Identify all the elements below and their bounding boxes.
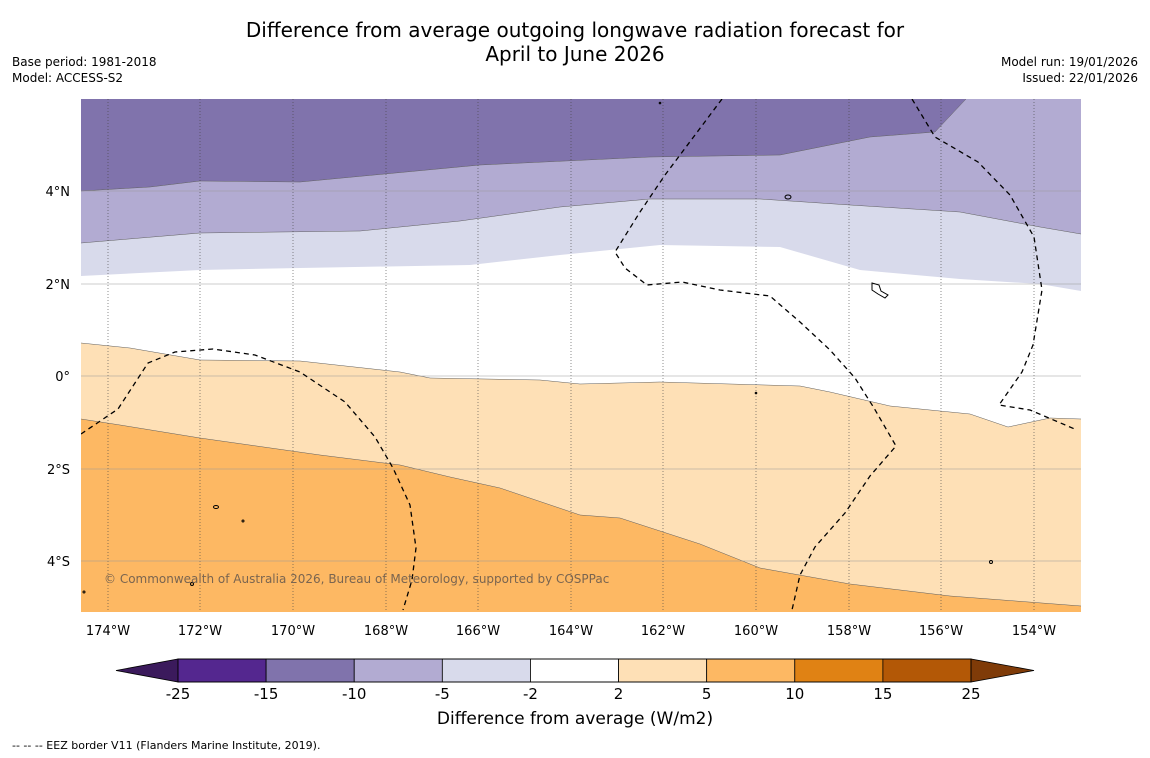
- lon-label: 174°W: [86, 624, 130, 639]
- colorbar-title: Difference from average (W/m2): [436, 709, 714, 729]
- colorbar-tick-labels: -25 -15 -10 -5 -2 2 5 10 15 25: [166, 685, 981, 700]
- colorbar-cell: [882, 658, 972, 683]
- colorbar-cells: [177, 658, 972, 683]
- title-line-1: Difference from average outgoing longwav…: [245, 18, 905, 42]
- colorbar-arrow-low: [115, 658, 179, 683]
- colorbar-cell: [353, 658, 443, 683]
- colorbar-tick-label: -10: [342, 685, 367, 700]
- lat-label: 2°S: [47, 463, 70, 478]
- lon-label: 166°W: [456, 624, 500, 639]
- lat-label: 2°N: [46, 278, 71, 293]
- lat-label: 0°: [55, 370, 70, 385]
- island-marker: [241, 519, 245, 523]
- colorbar-cell: [530, 658, 619, 683]
- eez-border-west: [81, 348, 417, 611]
- island-marker: [989, 560, 993, 564]
- colorbar-tick-label: 25: [961, 685, 980, 700]
- islands: [82, 101, 993, 594]
- colorbar-frame: [177, 658, 972, 683]
- colorbar-cell: [177, 658, 267, 683]
- lon-label: 156°W: [919, 624, 963, 639]
- copyright-text: © Commonwealth of Australia 2026, Bureau…: [104, 572, 609, 586]
- eez-borders: [81, 99, 1078, 611]
- model-label: Model: ACCESS-S2: [12, 71, 124, 85]
- colorbar: -25 -15 -10 -5 -2 2 5 10 15 25: [115, 658, 1035, 700]
- title-line-2: April to June 2026: [485, 42, 665, 66]
- lon-label: 158°W: [827, 624, 871, 639]
- lon-label: 160°W: [734, 624, 778, 639]
- lat-label: 4°S: [47, 555, 70, 570]
- island-marker: [871, 282, 889, 299]
- island-marker: [213, 505, 219, 509]
- parallel-lines: [81, 190, 1081, 562]
- colorbar-tick-label: 5: [702, 685, 712, 700]
- lon-label: 162°W: [641, 624, 685, 639]
- lon-label: 154°W: [1012, 624, 1056, 639]
- longitude-labels: 174°W 172°W 170°W 168°W 166°W 164°W 162°…: [86, 624, 1056, 639]
- colorbar-tick-label: 2: [614, 685, 624, 700]
- map-figure: © Commonwealth of Australia 2026, Bureau…: [46, 99, 1081, 700]
- island-marker: [82, 590, 86, 594]
- eez-border-central: [614, 99, 897, 611]
- colorbar-tick-label: 10: [785, 685, 804, 700]
- band-neg-2-to-neg-5: [81, 199, 1081, 291]
- band-neg-5-to-neg-10: [81, 99, 1081, 243]
- lon-label: 172°W: [178, 624, 222, 639]
- eez-legend-note: -- -- -- EEZ border V11 (Flanders Marine…: [12, 739, 321, 752]
- lon-label: 170°W: [271, 624, 315, 639]
- colorbar-cell: [706, 658, 796, 683]
- info-left: Base period: 1981-2018 Model: ACCESS-S2: [12, 54, 157, 86]
- model-run-label: Model run: 19/01/2026: [1000, 55, 1138, 69]
- colorbar-cell: [265, 658, 355, 683]
- base-period-label: Base period: 1981-2018: [12, 55, 157, 69]
- lon-label: 164°W: [549, 624, 593, 639]
- map-plot-area: © Commonwealth of Australia 2026, Bureau…: [81, 99, 1081, 612]
- band-5-to-10: [81, 419, 1081, 612]
- lat-label: 4°N: [46, 185, 71, 200]
- colorbar-tick-label: -2: [523, 685, 538, 700]
- colorbar-cell: [794, 658, 884, 683]
- colorbar-tick-label: 15: [873, 685, 892, 700]
- island-marker: [754, 391, 758, 395]
- island-marker: [784, 194, 792, 200]
- island-marker: [658, 101, 662, 105]
- colorbar-arrow-high: [970, 658, 1035, 683]
- issued-label: Issued: 22/01/2026: [1022, 71, 1138, 85]
- info-right: Model run: 19/01/2026 Issued: 22/01/2026: [1001, 54, 1138, 86]
- lon-label: 168°W: [364, 624, 408, 639]
- island-marker: [190, 582, 194, 586]
- colorbar-tick-label: -5: [435, 685, 450, 700]
- colorbar-tick-label: -25: [166, 685, 191, 700]
- map-title: Difference from average outgoing longwav…: [0, 18, 1150, 66]
- latitude-labels: 4°N 2°N 0° 2°S 4°S: [46, 185, 71, 570]
- colorbar-tick-label: -15: [254, 685, 279, 700]
- colorbar-cell: [441, 658, 531, 683]
- colorbar-cell: [618, 658, 708, 683]
- contour-lines: [81, 99, 1081, 607]
- band-neg-10-to-neg-15: [81, 99, 966, 191]
